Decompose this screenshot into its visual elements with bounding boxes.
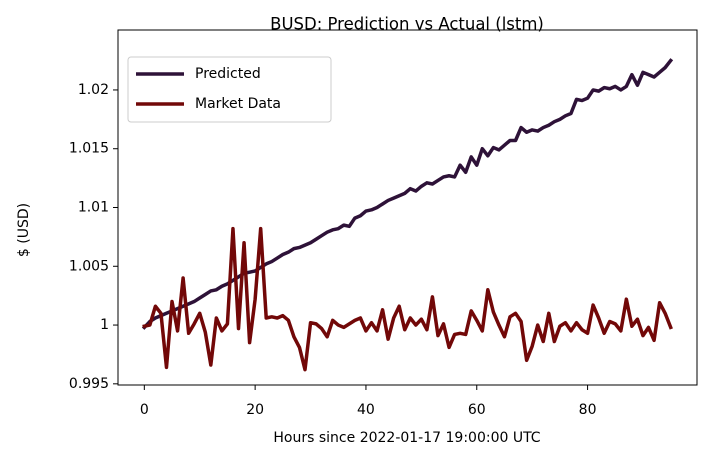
x-tick-label: 80 [579,402,597,418]
y-tick-label: 1 [100,317,109,333]
legend-label: Market Data [195,96,281,112]
legend: Predicted Market Data [127,56,332,123]
x-tick-label: 0 [140,402,149,418]
line-series [141,58,674,330]
x-tick-label: 40 [357,402,375,418]
y-tick-label: 1.005 [69,258,109,274]
y-tick-label: 0.995 [69,376,109,392]
x-tick-label: 60 [468,402,486,418]
legend-label: Predicted [195,66,261,82]
y-tick-label: 1.01 [78,200,109,216]
line-series [142,226,673,372]
y-tick-label: 1.02 [78,82,109,98]
y-tick-label: 1.015 [69,141,109,157]
x-axis-label: Hours since 2022-01-17 19:00:00 UTC [273,430,540,446]
x-tick-label: 20 [246,402,264,418]
chart-title: BUSD: Prediction vs Actual (lstm) [270,15,544,34]
axes-frame [117,29,698,386]
y-axis-label: $ (USD) [16,203,32,257]
